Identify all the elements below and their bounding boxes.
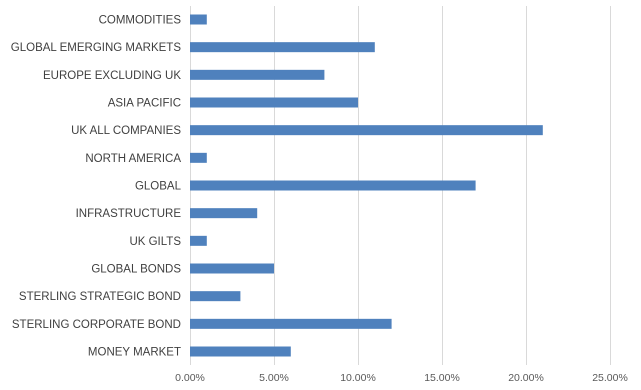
category-label: ASIA PACIFIC <box>108 98 181 110</box>
bar <box>190 318 392 329</box>
category-label: MONEY MARKET <box>88 347 181 359</box>
bar <box>190 69 325 80</box>
category-label: STERLING CORPORATE BOND <box>12 319 181 331</box>
bar <box>190 263 274 274</box>
category-label: UK GILTS <box>129 236 181 248</box>
category-label: GLOBAL <box>135 181 182 193</box>
bars <box>190 14 543 357</box>
category-label: STERLING STRATEGIC BOND <box>19 291 181 303</box>
bar <box>190 42 375 53</box>
category-labels: COMMODITIES GLOBAL EMERGING MARKETS EUROPE… <box>11 15 182 359</box>
bar <box>190 180 476 191</box>
category-label: INFRASTRUCTURE <box>76 208 182 220</box>
bar <box>190 125 543 136</box>
category-label: NORTH AMERICA <box>85 153 181 165</box>
x-tick-label: 15.00% <box>424 372 460 384</box>
bar <box>190 291 241 302</box>
x-tick-labels: 0.00% 5.00% 10.00% 15.00% 20.00% 25.00% <box>175 372 628 384</box>
bar <box>190 97 358 108</box>
bar <box>190 235 207 246</box>
x-tick-label: 5.00% <box>259 372 289 384</box>
category-label: COMMODITIES <box>99 15 182 27</box>
bar <box>190 152 207 163</box>
x-tick-label: 25.00% <box>592 372 628 384</box>
category-label: EUROPE EXCLUDING UK <box>43 70 181 82</box>
category-label: UK ALL COMPANIES <box>71 125 181 137</box>
category-label: GLOBAL EMERGING MARKETS <box>11 42 182 54</box>
bar <box>190 14 207 25</box>
x-tick-label: 10.00% <box>340 372 376 384</box>
category-label: GLOBAL BONDS <box>91 264 181 276</box>
bar <box>190 208 258 219</box>
x-tick-label: 20.00% <box>508 372 544 384</box>
bar <box>190 346 291 357</box>
x-tick-label: 0.00% <box>175 372 205 384</box>
